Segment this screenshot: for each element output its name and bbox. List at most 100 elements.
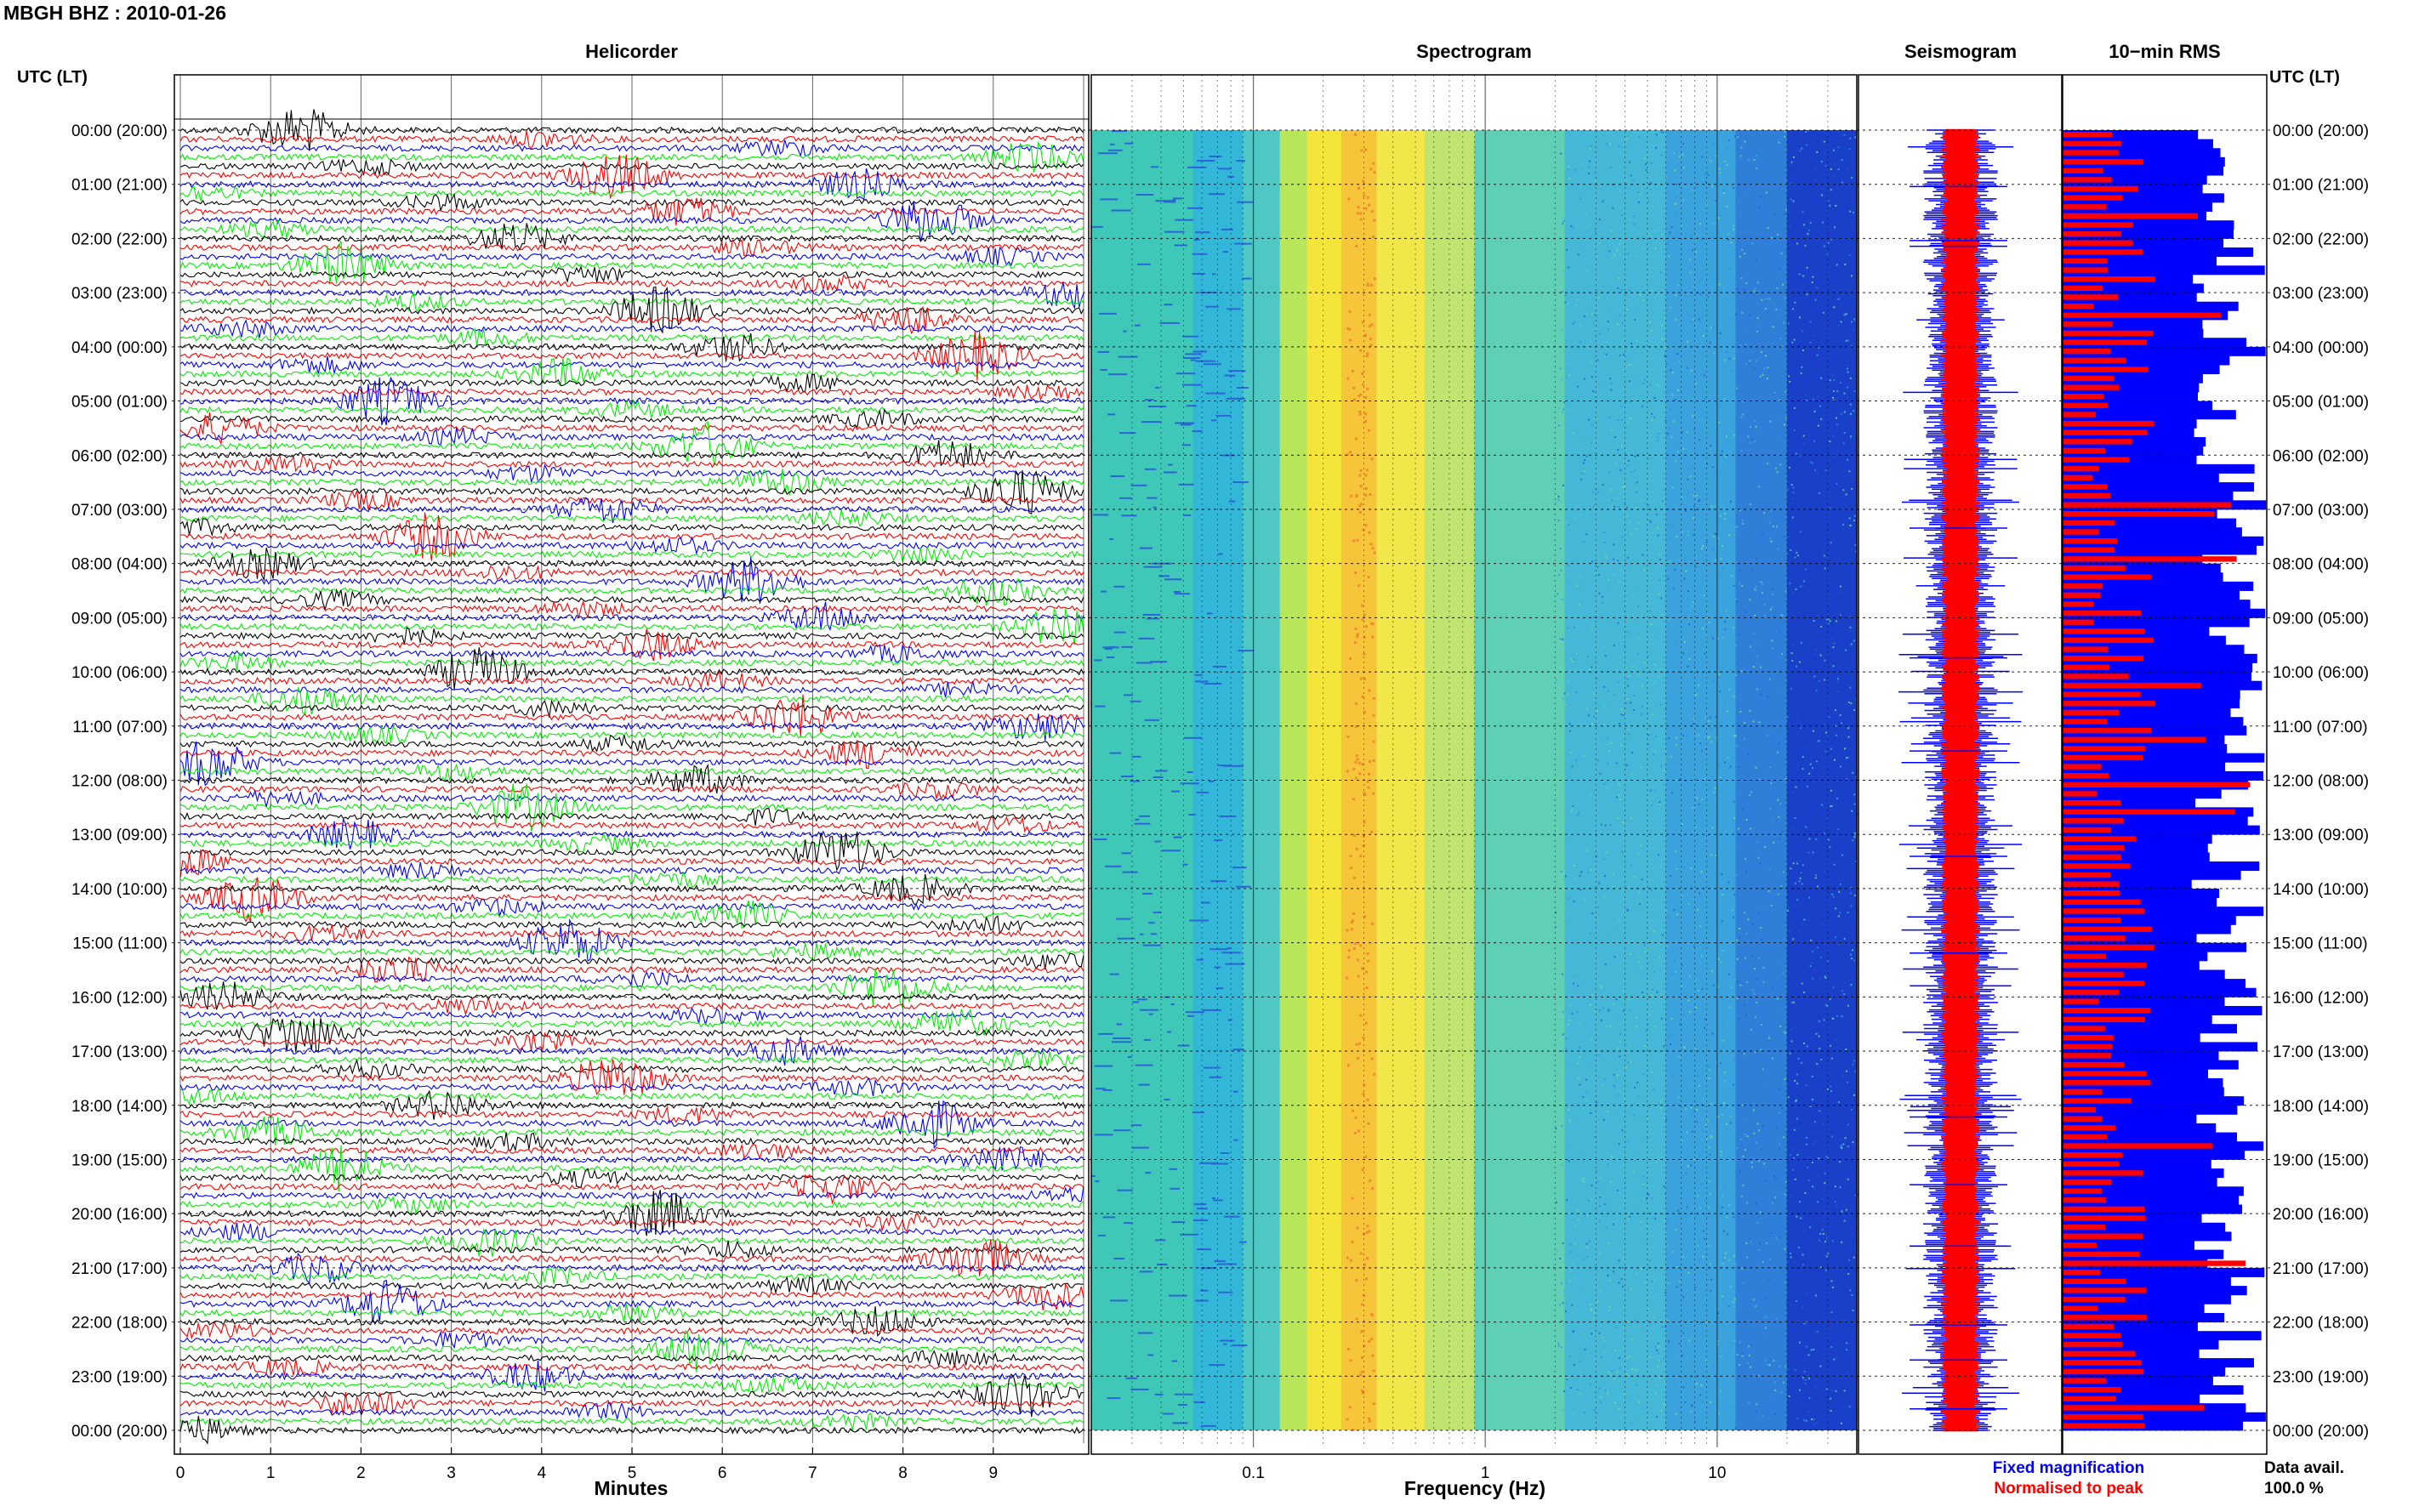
rms-bar-fixed [2063, 1051, 2219, 1061]
spectrogram-pixel [1773, 1175, 1775, 1177]
rms-bar-fixed [2063, 193, 2224, 203]
spectrogram-pixel [1700, 1322, 1703, 1324]
spectrogram-pixel [1800, 872, 1802, 874]
spectrogram-pixel [1832, 986, 1835, 989]
spectrogram-pixel [1760, 1049, 1762, 1051]
spectrogram-pixel [1707, 1066, 1710, 1068]
rms-bar-normalised [2063, 1098, 2132, 1104]
rms-bar-normalised [2063, 267, 2109, 273]
rms-bar-normalised [2063, 953, 2107, 959]
spectrogram-pixel [1749, 1139, 1750, 1141]
spectrogram-pixel [1848, 470, 1851, 473]
spectrogram-streak [1192, 350, 1207, 353]
rms-bar-normalised [2063, 1413, 2143, 1420]
spectrogram-pixel [1564, 301, 1567, 304]
spectrogram-pixel [1584, 1177, 1586, 1179]
spectrogram-pixel [1593, 173, 1596, 175]
spectrogram-peak [1346, 1418, 1349, 1421]
spectrogram-pixel [1737, 981, 1739, 983]
spectrogram-pixel [1688, 258, 1691, 260]
rms-bar-fixed [2063, 1024, 2237, 1034]
rms-bar-fixed [2063, 175, 2207, 185]
spectrogram-pixel [1773, 841, 1775, 844]
spectrogram-pixel [1813, 469, 1816, 471]
spectrogram-pixel [1606, 143, 1608, 145]
spectrogram-pixel [1619, 1357, 1621, 1360]
spectrogram-pixel [1607, 1111, 1609, 1113]
spectrogram-pixel [1589, 538, 1591, 541]
spectrogram-peak [1372, 759, 1375, 762]
spectrogram-pixel [1771, 593, 1773, 595]
spectrogram-pixel [1633, 223, 1636, 225]
spectrogram-pixel [1724, 359, 1727, 361]
spectrogram-pixel [1562, 1100, 1564, 1103]
spectrogram-pixel [1677, 283, 1680, 286]
spectrogram-peak [1363, 821, 1366, 824]
spectrogram-pixel [1602, 1074, 1604, 1077]
spectrogram-pixel [1584, 1252, 1586, 1254]
spectrogram-pixel [1570, 1269, 1572, 1271]
spectrogram-pixel [1622, 1286, 1624, 1288]
spectrogram-pixel [1631, 565, 1633, 567]
spectrogram-streak [1123, 1222, 1133, 1225]
rms-bar-normalised [2063, 1116, 2103, 1122]
rms-bar-fixed [2063, 834, 2212, 844]
spectrogram-pixel [1799, 150, 1801, 152]
spectrogram-streak [1136, 194, 1154, 196]
spectrogram-pixel [1706, 463, 1709, 465]
spectrogram-pixel [1807, 1354, 1810, 1356]
spectrogram-pixel [1684, 1401, 1687, 1403]
spectrogram-pixel [1621, 890, 1624, 892]
spectrogram-pixel [1654, 913, 1657, 916]
rms-bar-fixed [2063, 1132, 2237, 1142]
spectrogram-pixel [1582, 1107, 1585, 1110]
spectrogram-pixel [1610, 389, 1613, 391]
spectrogram-peak [1356, 758, 1359, 761]
spectrogram-pixel [1585, 550, 1587, 553]
spectrogram-pixel [1591, 321, 1594, 324]
spectrogram-streak [1233, 1139, 1238, 1141]
spectrogram-pixel [1781, 440, 1784, 442]
spectrogram-pixel [1853, 520, 1855, 521]
spectrogram-peak [1351, 1197, 1354, 1200]
spectrogram-pixel [1639, 669, 1642, 672]
spectrogram-pixel [1608, 416, 1611, 418]
spectrogram-pixel [1803, 580, 1806, 583]
spectrogram-streak [1173, 197, 1183, 200]
spectrogram-peak [1346, 377, 1350, 380]
rms-bar-normalised [2063, 701, 2155, 707]
spectrogram-pixel [1750, 791, 1752, 793]
spectrogram-pixel [1601, 1356, 1602, 1358]
spectrogram-pixel [1591, 1185, 1593, 1187]
spectrogram-pixel [1676, 867, 1678, 870]
spectrogram-pixel [1832, 1017, 1835, 1020]
spectrogram-streak [1143, 1038, 1151, 1041]
spectrogram-streak [1169, 1168, 1177, 1170]
spectrogram-pixel [1829, 441, 1831, 443]
spectrogram-pixel [1564, 875, 1567, 878]
spectrogram-pixel [1831, 1135, 1834, 1138]
spectrogram-pixel [1816, 354, 1819, 356]
spectrogram-pixel [1712, 143, 1715, 145]
rms-bar-normalised [2063, 348, 2110, 355]
spectrogram-pixel [1795, 1026, 1797, 1029]
spectrogram-pixel [1608, 471, 1610, 474]
spectrogram-pixel [1830, 1346, 1833, 1348]
spectrogram-pixel [1827, 242, 1830, 244]
spectrogram-pixel [1807, 851, 1809, 854]
spectrogram-peak [1368, 1419, 1371, 1423]
spectrogram-pixel [1595, 986, 1597, 989]
spectrogram-pixel [1602, 1184, 1604, 1186]
spectrogram-peak [1359, 1252, 1363, 1255]
spectrogram-pixel [1654, 1218, 1657, 1220]
spectrogram-pixel [1642, 1120, 1644, 1123]
rms-bar-normalised [2063, 204, 2107, 210]
spectrogram-pixel [1635, 1121, 1636, 1123]
spectrogram-pixel [1605, 563, 1608, 566]
spectrogram-pixel [1853, 410, 1855, 412]
spectrogram-pixel [1605, 353, 1608, 355]
spectrogram-pixel [1842, 1143, 1845, 1145]
spectrogram-pixel [1779, 1365, 1781, 1367]
spectrogram-pixel [1647, 259, 1649, 262]
rms-bar-fixed [2063, 934, 2197, 944]
